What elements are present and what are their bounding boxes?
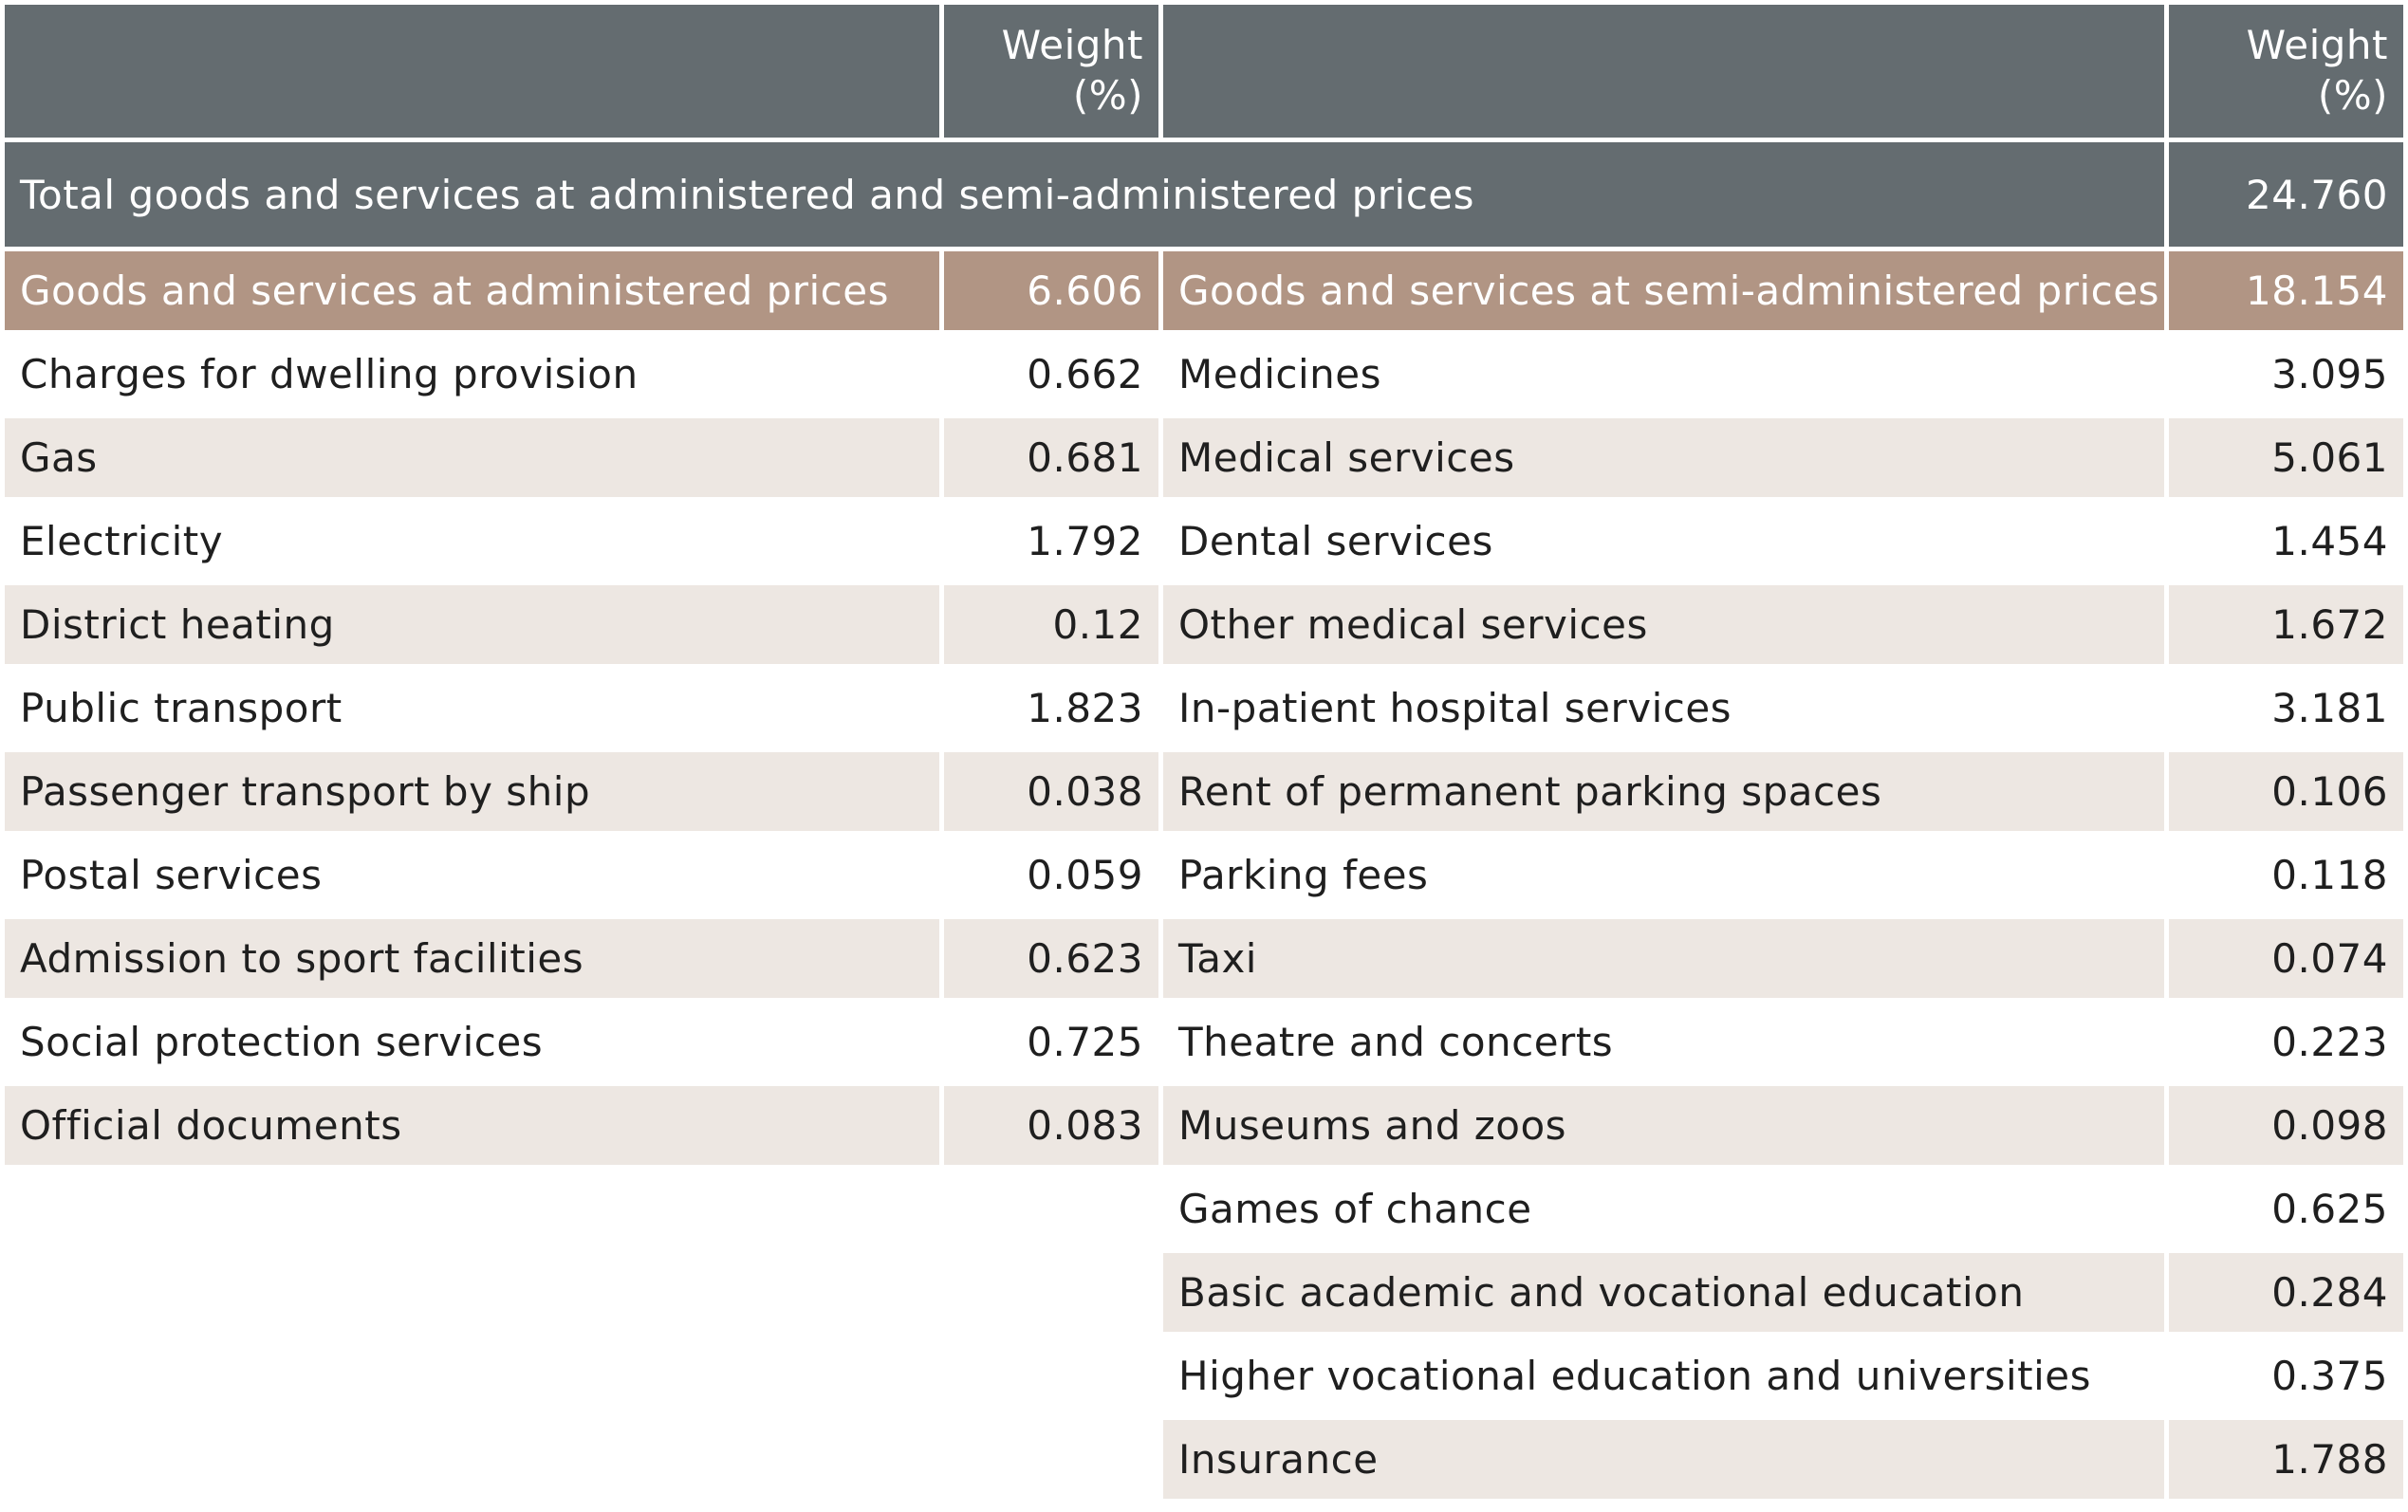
header-right-weight-line2: (%): [2317, 72, 2388, 119]
header-right-weight-line1: Weight: [2246, 22, 2388, 68]
administered-item-value: 0.12: [944, 585, 1158, 664]
administered-label: Goods and services at administered price…: [5, 251, 939, 330]
administered-item-label: Admission to sport facilities: [5, 919, 939, 998]
total-label: Total goods and services at administered…: [5, 142, 2164, 247]
total-value: 24.760: [2169, 142, 2403, 247]
semi-administered-item-value: 0.118: [2271, 852, 2388, 898]
administered-item-label: Public transport: [20, 685, 343, 731]
semi-administered-item-label: Higher vocational education and universi…: [1178, 1353, 2091, 1399]
semi-administered-item-value: 1.454: [2271, 518, 2388, 564]
semi-administered-item-value: 3.095: [2271, 351, 2388, 397]
header-left-weight-line2: (%): [1072, 72, 1143, 119]
semi-administered-item-label: Medical services: [1163, 418, 2164, 497]
semi-administered-item-label: Museums and zoos: [1163, 1086, 2164, 1165]
semi-administered-item-value: 0.074: [2169, 919, 2403, 998]
header-left-weight-line1: Weight: [1001, 22, 1143, 68]
administered-item-value: 0.038: [944, 752, 1158, 831]
semi-administered-item-value: 0.375: [2271, 1353, 2388, 1399]
semi-administered-item-label: Games of chance: [1178, 1186, 1532, 1232]
administered-item-value: 0.681: [944, 418, 1158, 497]
administered-item-value: 0.083: [944, 1086, 1158, 1165]
administered-item-label: Passenger transport by ship: [5, 752, 939, 831]
administered-value: 6.606: [944, 251, 1158, 330]
semi-administered-item-label: Theatre and concerts: [1178, 1019, 1614, 1065]
administered-item-label: Gas: [5, 418, 939, 497]
semi-administered-value: 18.154: [2169, 251, 2403, 330]
semi-administered-item-label: Medicines: [1178, 351, 1382, 397]
administered-item-label: Official documents: [5, 1086, 939, 1165]
administered-item-label: Electricity: [20, 518, 224, 564]
semi-administered-item-label: Insurance: [1163, 1420, 2164, 1499]
administered-item-value: 0.662: [1027, 351, 1143, 397]
administered-item-value: 1.823: [1027, 685, 1143, 731]
header-left-label: [5, 5, 939, 138]
semi-administered-item-value: 0.284: [2169, 1253, 2403, 1332]
semi-administered-item-label: Taxi: [1163, 919, 2164, 998]
semi-administered-item-value: 0.106: [2169, 752, 2403, 831]
semi-administered-item-label: Basic academic and vocational education: [1163, 1253, 2164, 1332]
administered-item-value: 0.725: [1027, 1019, 1143, 1065]
semi-administered-item-value: 5.061: [2169, 418, 2403, 497]
administered-item-label: Social protection services: [20, 1019, 544, 1065]
header-right-label: [1163, 5, 2164, 138]
semi-administered-item-label: Rent of permanent parking spaces: [1163, 752, 2164, 831]
semi-administered-item-value: 3.181: [2271, 685, 2388, 731]
semi-administered-item-value: 1.788: [2169, 1420, 2403, 1499]
administered-item-label: Postal services: [20, 852, 323, 898]
header-right-weight: Weight (%): [2169, 5, 2403, 138]
administered-item-value: 1.792: [1027, 518, 1143, 564]
semi-administered-item-value: 0.223: [2271, 1019, 2388, 1065]
semi-administered-item-value: 0.098: [2169, 1086, 2403, 1165]
administered-item-value: 0.623: [944, 919, 1158, 998]
administered-item-label: District heating: [5, 585, 939, 664]
semi-administered-item-label: Other medical services: [1163, 585, 2164, 664]
header-left-weight: Weight (%): [944, 5, 1158, 138]
semi-administered-item-value: 0.625: [2271, 1186, 2388, 1232]
administered-item-label: Charges for dwelling provision: [20, 351, 639, 397]
semi-administered-item-label: Parking fees: [1178, 852, 1429, 898]
semi-administered-item-label: In-patient hospital services: [1178, 685, 1732, 731]
semi-administered-label: Goods and services at semi-administered …: [1163, 251, 2164, 330]
administered-item-value: 0.059: [1027, 852, 1143, 898]
semi-administered-item-label: Dental services: [1178, 518, 1493, 564]
semi-administered-item-value: 1.672: [2169, 585, 2403, 664]
